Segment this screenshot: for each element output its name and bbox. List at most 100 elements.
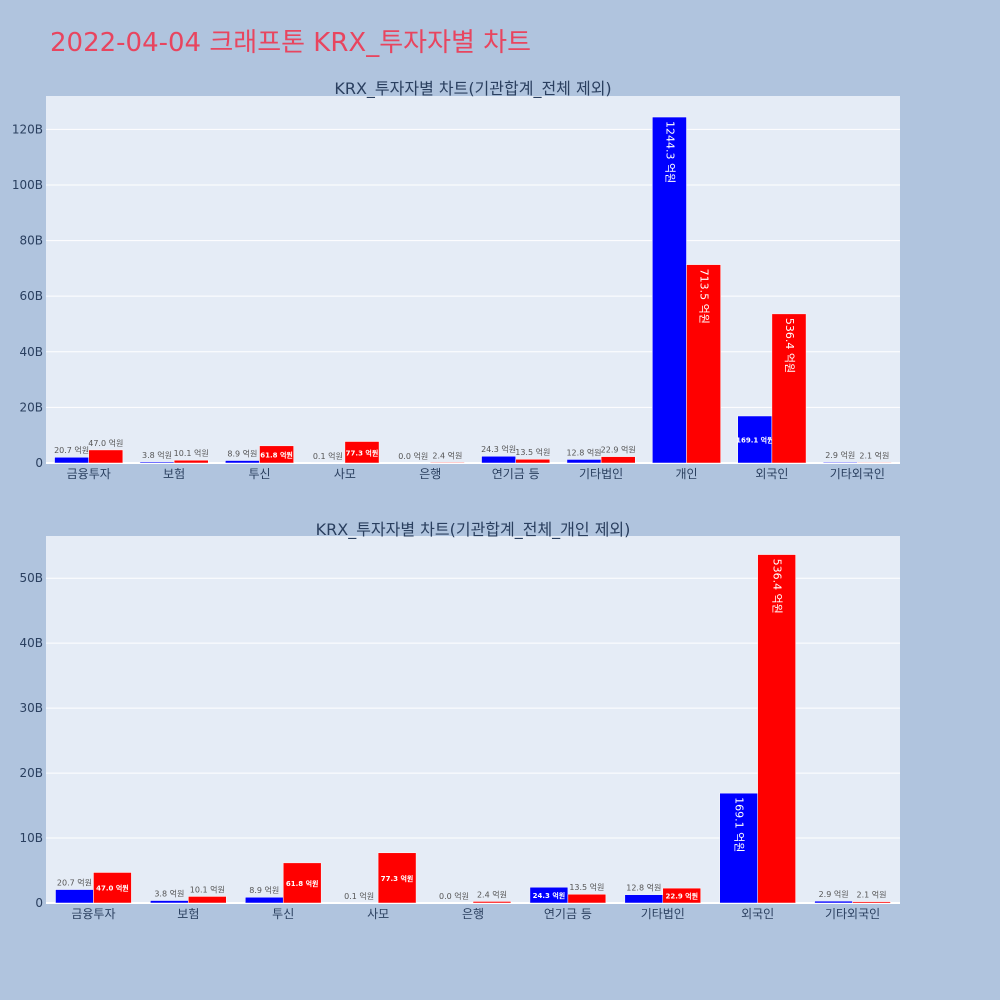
data-label: 77.3 억원	[381, 874, 414, 883]
bar	[737, 415, 773, 464]
data-label: 2.9 억원	[825, 450, 855, 460]
x-tick-label: 연기금 등	[544, 907, 592, 921]
bar	[719, 792, 758, 904]
data-label: 169.1 억원	[733, 797, 746, 852]
data-label: 0.0 억원	[439, 891, 469, 901]
y-tick-label: 40B	[19, 345, 43, 359]
bar	[173, 459, 209, 464]
data-label: 47.0 억원	[96, 884, 129, 893]
bar	[139, 461, 175, 464]
x-tick-label: 개인	[675, 467, 697, 481]
x-tick-label: 사모	[334, 467, 356, 481]
bar	[150, 900, 189, 904]
x-tick-label: 보험	[163, 467, 185, 481]
x-tick-label: 은행	[419, 466, 441, 481]
bar	[377, 852, 417, 904]
x-tick-label: 금융투자	[71, 907, 115, 921]
data-label: 1244.3 억원	[663, 121, 676, 183]
x-tick-label: 외국인	[741, 907, 774, 921]
data-label: 47.0 억원	[88, 438, 123, 448]
chart-title: KRX_투자자별 차트(기관합계_전체_개인 제외)	[316, 520, 631, 540]
bar	[188, 896, 227, 904]
data-label: 22.9 억원	[601, 445, 636, 455]
y-tick-label: 20B	[19, 400, 43, 414]
data-label: 2.1 억원	[859, 450, 889, 460]
bar	[88, 449, 124, 464]
bar	[852, 901, 891, 904]
data-label: 12.8 억원	[626, 883, 661, 893]
data-label: 24.3 억원	[533, 891, 566, 900]
bar	[282, 862, 322, 904]
plot-area	[46, 96, 900, 463]
y-tick-label: 50B	[19, 571, 43, 585]
x-tick-label: 외국인	[755, 467, 788, 481]
y-tick-label: 120B	[12, 122, 43, 136]
data-label: 61.8 억원	[286, 879, 319, 888]
data-label: 24.3 억원	[481, 444, 516, 454]
data-label: 3.8 억원	[142, 450, 172, 460]
bar	[652, 116, 687, 464]
x-tick-label: 기타외국인	[825, 907, 880, 921]
bar	[757, 554, 796, 904]
data-label: 2.9 억원	[819, 889, 849, 899]
data-label: 0.0 억원	[398, 451, 428, 461]
data-label: 22.9 억원	[665, 892, 698, 901]
data-label: 536.4 억원	[771, 559, 784, 614]
bar	[225, 460, 260, 464]
data-label: 10.1 억원	[174, 448, 209, 458]
x-tick-label: 금융투자	[67, 467, 111, 481]
y-tick-label: 40B	[19, 636, 43, 650]
bar	[259, 445, 294, 464]
bar	[481, 455, 516, 464]
bar	[624, 894, 664, 904]
data-label: 0.1 억원	[344, 891, 374, 901]
y-tick-label: 60B	[19, 289, 43, 303]
y-tick-label: 100B	[12, 178, 43, 192]
y-tick-label: 80B	[19, 234, 43, 248]
bar	[567, 893, 607, 904]
bar	[662, 887, 701, 904]
y-tick-label: 20B	[19, 766, 43, 780]
data-label: 2.4 억원	[432, 450, 462, 460]
chart-1: KRX_투자자별 차트(기관합계_전체 제외) 0 20B 40B 60B 80B 100B…	[12, 79, 900, 481]
x-tick-label: 기타외국인	[830, 467, 885, 481]
bar	[55, 889, 94, 904]
bar	[857, 462, 892, 464]
data-label: 2.1 억원	[857, 890, 887, 900]
x-tick-label: 사모	[367, 907, 389, 921]
x-tick-label: 투신	[272, 907, 294, 921]
bar	[344, 441, 380, 464]
data-label: 20.7 억원	[54, 445, 89, 455]
x-tick-label: 기타법인	[641, 907, 685, 921]
y-tick-label: 10B	[19, 831, 43, 845]
data-label: 713.5 억원	[698, 269, 711, 324]
x-tick-label: 기타법인	[579, 467, 623, 481]
bar	[686, 264, 721, 464]
x-tick-label: 보험	[177, 907, 199, 921]
chart-2: KRX_투자자별 차트(기관합계_전체_개인 제외) 0 10B 20B 30B 40B 5…	[19, 520, 900, 921]
bar	[600, 456, 636, 464]
data-label: 536.4 억원	[783, 318, 796, 373]
data-label: 10.1 억원	[190, 884, 225, 894]
bar	[814, 900, 853, 904]
data-label: 13.5 억원	[515, 447, 550, 457]
data-label: 3.8 억원	[154, 889, 184, 899]
x-tick-label: 투신	[248, 467, 270, 481]
bar	[54, 456, 89, 464]
y-tick-label: 30B	[19, 701, 43, 715]
data-label: 61.8 억원	[260, 450, 293, 459]
data-label: 169.1 억원	[736, 435, 773, 444]
bar	[430, 462, 465, 464]
bar	[472, 901, 512, 904]
bar	[515, 458, 551, 464]
data-label: 8.9 억원	[249, 885, 279, 895]
data-label: 20.7 억원	[57, 878, 92, 888]
data-label: 13.5 억원	[569, 882, 604, 892]
x-tick-label: 연기금 등	[492, 467, 540, 481]
bar	[245, 896, 284, 904]
data-label: 0.1 억원	[313, 451, 343, 461]
page-title: 2022-04-04 크래프톤 KRX_투자자별 차트	[50, 28, 532, 58]
bar	[93, 872, 132, 904]
x-tick-label: 은행	[462, 906, 484, 921]
y-tick-label: 0	[35, 456, 43, 470]
